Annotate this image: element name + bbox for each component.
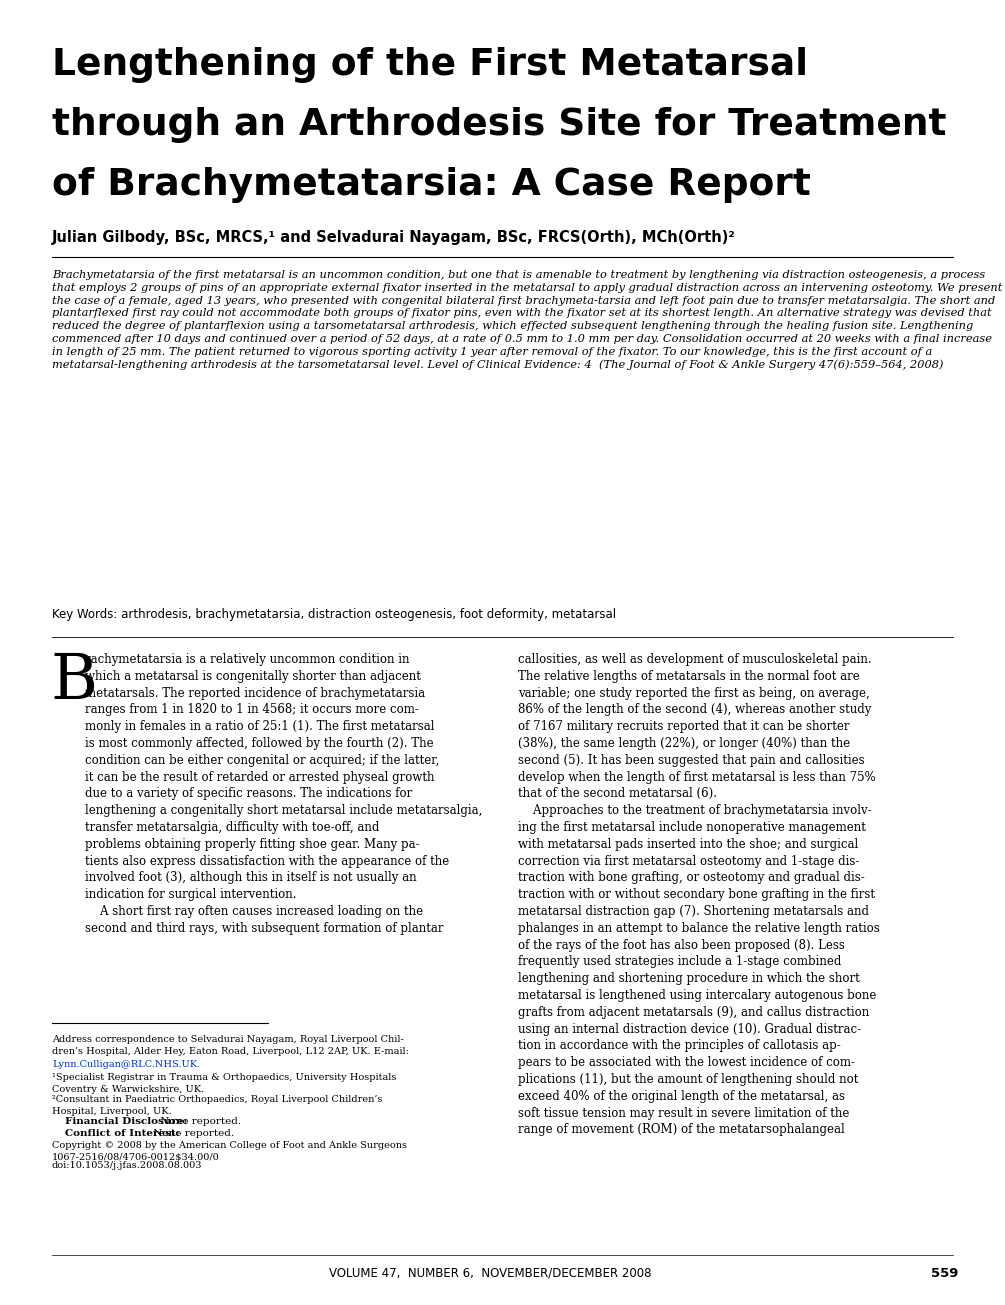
Text: B: B xyxy=(50,651,97,713)
Text: Address correspondence to Selvadurai Nayagam, Royal Liverpool Chil-
dren’s Hospi: Address correspondence to Selvadurai Nay… xyxy=(52,1035,409,1056)
Text: rachymetatarsia is a relatively uncommon condition in
which a metatarsal is cong: rachymetatarsia is a relatively uncommon… xyxy=(85,652,482,934)
Text: Julian Gilbody, BSc, MRCS,¹ and Selvadurai Nayagam, BSc, FRCS(Orth), MCh(Orth)²: Julian Gilbody, BSc, MRCS,¹ and Selvadur… xyxy=(52,230,736,245)
Text: None reported.: None reported. xyxy=(157,1117,241,1126)
Text: Lynn.Culligan@RLC.NHS.UK.: Lynn.Culligan@RLC.NHS.UK. xyxy=(52,1060,200,1069)
Text: Copyright © 2008 by the American College of Foot and Ankle Surgeons
1067-2516/08: Copyright © 2008 by the American College… xyxy=(52,1141,407,1161)
Text: Key Words: arthrodesis, brachymetatarsia, distraction osteogenesis, foot deformi: Key Words: arthrodesis, brachymetatarsia… xyxy=(52,608,616,621)
Text: Conflict of Interest:: Conflict of Interest: xyxy=(65,1129,180,1138)
Text: ²Consultant in Paediatric Orthopaedics, Royal Liverpool Children’s
Hospital, Liv: ²Consultant in Paediatric Orthopaedics, … xyxy=(52,1095,382,1116)
Text: callosities, as well as development of musculoskeletal pain.
The relative length: callosities, as well as development of m… xyxy=(518,652,879,1137)
Text: through an Arthrodesis Site for Treatment: through an Arthrodesis Site for Treatmen… xyxy=(52,107,947,144)
Text: None reported.: None reported. xyxy=(150,1129,234,1138)
Text: doi:10.1053/j.jfas.2008.08.003: doi:10.1053/j.jfas.2008.08.003 xyxy=(52,1161,202,1171)
Text: Brachymetatarsia of the first metatarsal is an uncommon condition, but one that : Brachymetatarsia of the first metatarsal… xyxy=(52,270,1002,371)
Text: Lengthening of the First Metatarsal: Lengthening of the First Metatarsal xyxy=(52,47,808,84)
Text: VOLUME 47,  NUMBER 6,  NOVEMBER/DECEMBER 2008: VOLUME 47, NUMBER 6, NOVEMBER/DECEMBER 2… xyxy=(329,1267,651,1280)
Text: ¹Specialist Registrar in Trauma & Orthopaedics, University Hospitals
Coventry & : ¹Specialist Registrar in Trauma & Orthop… xyxy=(52,1073,396,1094)
Text: 559: 559 xyxy=(932,1267,959,1280)
Text: of Brachymetatarsia: A Case Report: of Brachymetatarsia: A Case Report xyxy=(52,167,811,204)
Text: Financial Disclosure:: Financial Disclosure: xyxy=(65,1117,187,1126)
